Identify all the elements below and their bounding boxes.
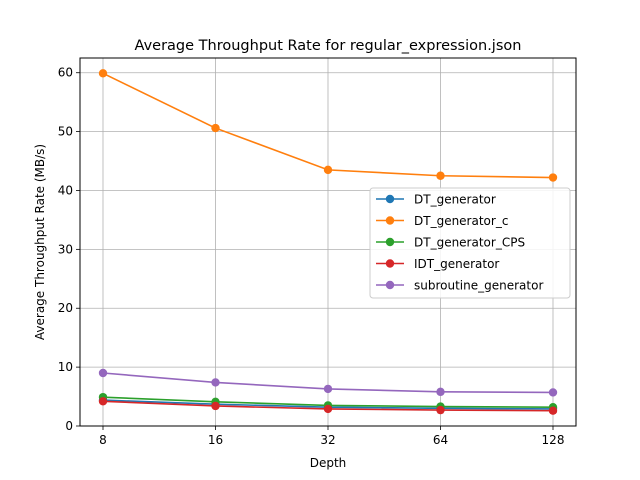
data-point <box>436 171 445 180</box>
legend-marker <box>385 259 395 268</box>
chart-title: Average Throughput Rate for regular_expr… <box>135 38 522 54</box>
x-tick-label: 32 <box>320 433 335 447</box>
y-tick-label: 0 <box>65 419 73 433</box>
legend-item: IDT_generator <box>376 257 499 271</box>
data-point <box>436 387 445 397</box>
legend-label: subroutine_generator <box>414 279 543 293</box>
x-tick-label: 128 <box>542 433 565 447</box>
data-point <box>211 378 220 387</box>
y-axis-label: Average Throughput Rate (MB/s) <box>33 144 47 340</box>
series-dt-generator-c <box>98 69 558 182</box>
series-idt-generator <box>98 397 558 415</box>
x-tick-label: 16 <box>208 433 223 447</box>
axis-ticks: 8 16 32 64 128 0 10 20 30 40 50 60 <box>58 66 565 447</box>
x-tick-label: 8 <box>99 433 107 447</box>
data-point <box>211 401 220 411</box>
y-tick-label: 20 <box>58 301 73 315</box>
data-point <box>323 384 333 394</box>
y-tick-label: 40 <box>58 183 73 197</box>
data-point <box>98 368 108 378</box>
data-point <box>436 405 445 415</box>
data-point <box>211 123 220 133</box>
legend-label: DT_generator_CPS <box>414 236 525 250</box>
legend-label: DT_generator_c <box>414 214 508 228</box>
legend-marker <box>385 216 395 225</box>
y-tick-label: 10 <box>58 360 73 374</box>
data-point <box>548 173 558 182</box>
legend-marker <box>385 194 395 204</box>
series-subroutine-generator <box>98 368 558 397</box>
series-group <box>98 69 558 415</box>
legend-item: DT_generator_c <box>376 214 508 228</box>
data-point <box>323 404 333 414</box>
y-tick-label: 60 <box>58 66 73 80</box>
legend-marker <box>385 237 395 247</box>
legend-item: subroutine_generator <box>376 279 543 293</box>
x-tick-label: 64 <box>433 433 448 447</box>
data-point <box>98 397 108 406</box>
data-point <box>548 406 558 415</box>
legend: DT_generator DT_generator_c DT_generator_C… <box>369 187 571 299</box>
legend-item: DT_generator_CPS <box>376 236 525 250</box>
data-point <box>323 165 333 175</box>
legend-marker <box>385 280 395 290</box>
legend-item: DT_generator <box>376 193 496 207</box>
legend-label: IDT_generator <box>414 257 499 271</box>
y-tick-label: 30 <box>58 242 73 256</box>
x-axis-label: Depth <box>310 456 347 470</box>
legend-box <box>369 187 571 299</box>
data-point <box>548 388 558 397</box>
y-tick-label: 50 <box>58 125 73 139</box>
data-point <box>98 69 108 78</box>
legend-label: DT_generator <box>414 193 496 207</box>
